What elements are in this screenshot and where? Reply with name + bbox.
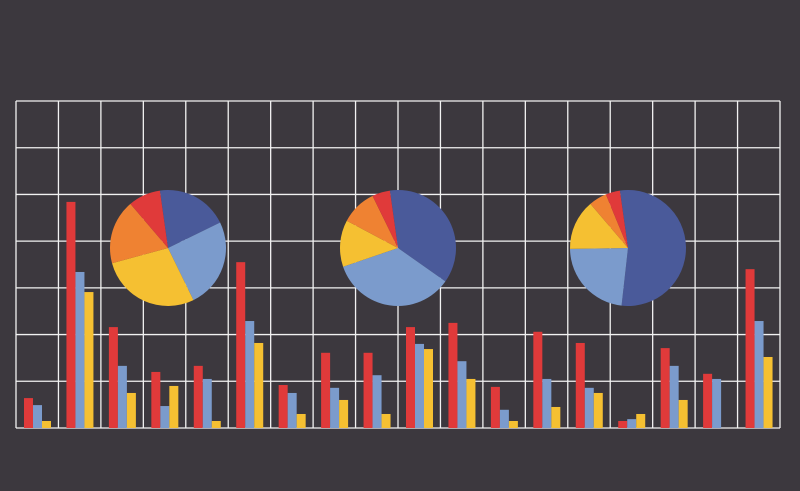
pie-slice (619, 190, 686, 306)
pie-slice (372, 190, 398, 248)
bar (678, 399, 688, 428)
bar (339, 399, 349, 428)
bar (278, 385, 288, 428)
pie-slice (110, 203, 168, 264)
bar (703, 373, 713, 428)
bar (490, 386, 500, 428)
bar (296, 413, 306, 428)
bar (618, 420, 628, 428)
bar (763, 356, 773, 428)
bar (424, 349, 433, 428)
bar (499, 409, 509, 428)
bar (75, 271, 85, 428)
bar (245, 321, 255, 428)
pie-slice (159, 190, 221, 248)
bar (542, 378, 552, 428)
bar (415, 343, 424, 428)
bar (236, 262, 246, 428)
bar (202, 378, 212, 428)
bar (745, 269, 755, 428)
pie-slice (168, 222, 227, 301)
pie-slice (570, 203, 628, 249)
bar (448, 322, 458, 428)
bar (321, 352, 331, 428)
bar (660, 348, 670, 428)
pie-slice (590, 194, 628, 248)
bar (363, 352, 373, 428)
bar (169, 385, 179, 428)
bar (211, 420, 221, 428)
pie-slice (130, 190, 168, 248)
bar (627, 419, 637, 428)
bar (330, 387, 340, 428)
bar (754, 321, 764, 428)
bar (406, 327, 415, 428)
bar (151, 371, 161, 428)
pie-slice (389, 190, 456, 282)
bar (551, 406, 561, 428)
bar (84, 292, 94, 428)
bar (593, 392, 603, 428)
bar (636, 413, 646, 428)
bar (584, 387, 594, 428)
bar (193, 365, 203, 428)
bar (466, 378, 476, 428)
pie-slice (570, 248, 628, 306)
bar (457, 361, 467, 428)
bar (254, 342, 264, 428)
bar (287, 392, 297, 428)
pie-slice (605, 190, 628, 248)
bar (33, 405, 42, 428)
bar (126, 392, 136, 428)
bar (24, 398, 33, 428)
bar (42, 420, 51, 428)
bar (160, 406, 170, 428)
bar (117, 365, 127, 428)
bar (575, 342, 585, 428)
pie-slice (343, 248, 446, 307)
pie-slice (340, 220, 398, 267)
pie-slice (346, 195, 398, 248)
bar (66, 201, 76, 428)
bar (533, 331, 543, 428)
pie-slice (112, 248, 194, 306)
bar (372, 375, 382, 428)
bar (108, 327, 118, 428)
bar (712, 378, 722, 428)
bar (508, 420, 518, 428)
bar (669, 365, 679, 428)
bar (381, 413, 391, 428)
